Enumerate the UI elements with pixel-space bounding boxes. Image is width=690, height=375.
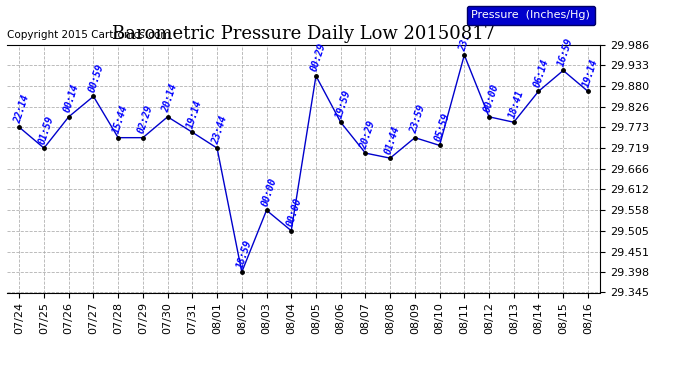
Text: 23:59: 23:59 [408, 104, 426, 135]
Text: 19:14: 19:14 [186, 99, 204, 129]
Text: 00:14: 00:14 [62, 83, 81, 114]
Text: 05:59: 05:59 [433, 112, 451, 142]
Text: 01:44: 01:44 [384, 124, 402, 155]
Text: 19:14: 19:14 [581, 57, 600, 88]
Text: 19:59: 19:59 [334, 88, 353, 120]
Text: 00:00: 00:00 [284, 197, 303, 228]
Text: 00:29: 00:29 [309, 42, 328, 73]
Text: 18:59: 18:59 [235, 238, 254, 269]
Text: 01:59: 01:59 [37, 114, 56, 146]
Text: 23:44: 23:44 [210, 114, 229, 146]
Title: Barometric Pressure Daily Low 20150817: Barometric Pressure Daily Low 20150817 [112, 26, 495, 44]
Text: 20:14: 20:14 [161, 83, 179, 114]
Text: 16:59: 16:59 [556, 37, 575, 68]
Text: 00:00: 00:00 [259, 177, 278, 207]
Text: 00:59: 00:59 [87, 63, 106, 94]
Text: Copyright 2015 Cartronics.com: Copyright 2015 Cartronics.com [7, 30, 170, 40]
Text: 06:14: 06:14 [532, 57, 551, 88]
Text: 20:29: 20:29 [359, 119, 377, 150]
Text: 02:29: 02:29 [136, 104, 155, 135]
Text: 15:44: 15:44 [111, 104, 130, 135]
Text: 18:41: 18:41 [507, 88, 526, 120]
Text: 23:: 23: [457, 32, 473, 52]
Text: 00:00: 00:00 [482, 83, 501, 114]
Text: 22:14: 22:14 [12, 93, 31, 124]
Legend: Pressure  (Inches/Hg): Pressure (Inches/Hg) [467, 6, 595, 25]
